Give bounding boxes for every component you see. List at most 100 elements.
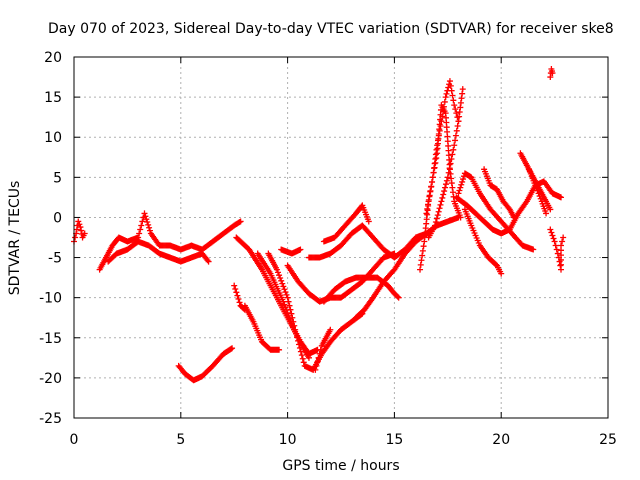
data-point bbox=[305, 354, 312, 361]
data-point bbox=[560, 234, 567, 241]
data-point bbox=[419, 252, 426, 259]
data-point bbox=[444, 174, 451, 181]
data-point bbox=[136, 230, 143, 237]
data-point bbox=[291, 322, 298, 329]
data-point bbox=[429, 174, 436, 181]
data-point bbox=[313, 362, 320, 369]
data-point bbox=[237, 218, 244, 225]
data-point bbox=[442, 184, 449, 191]
series-arc-7 bbox=[233, 234, 321, 357]
data-point bbox=[425, 196, 432, 203]
data-point bbox=[549, 232, 556, 239]
series-arc-3 bbox=[105, 238, 212, 265]
data-point bbox=[231, 282, 238, 289]
data-point bbox=[286, 302, 293, 309]
data-point bbox=[446, 165, 453, 172]
data-point bbox=[543, 210, 550, 217]
chart-title: Day 070 of 2023, Sidereal Day-to-day VTE… bbox=[48, 21, 614, 37]
y-tick-label: 0 bbox=[53, 210, 62, 226]
data-point bbox=[284, 309, 291, 316]
series-arc-6 bbox=[241, 302, 283, 353]
x-tick-label: 25 bbox=[599, 432, 617, 448]
data-point bbox=[450, 97, 457, 104]
data-point bbox=[448, 87, 455, 94]
data-point bbox=[236, 219, 243, 226]
data-point bbox=[558, 242, 565, 249]
y-tick-label: 10 bbox=[44, 130, 62, 146]
data-point bbox=[439, 194, 446, 201]
data-point bbox=[446, 78, 453, 85]
data-point bbox=[274, 269, 281, 276]
data-point bbox=[394, 293, 401, 300]
data-point bbox=[452, 132, 459, 139]
data-point bbox=[452, 106, 459, 113]
data-point bbox=[441, 98, 448, 105]
data-point bbox=[424, 205, 431, 212]
data-point bbox=[232, 285, 239, 292]
series-arc-9 bbox=[265, 250, 366, 373]
data-point bbox=[295, 337, 302, 344]
data-point bbox=[447, 160, 454, 167]
data-point bbox=[458, 181, 465, 188]
series-arc-10 bbox=[312, 326, 334, 373]
data-point bbox=[442, 181, 449, 188]
data-point bbox=[296, 345, 303, 352]
data-point bbox=[456, 187, 463, 194]
data-point bbox=[78, 227, 85, 234]
data-point bbox=[288, 310, 295, 317]
data-point bbox=[76, 221, 83, 228]
series-arc-18 bbox=[423, 102, 464, 221]
series-arc-11 bbox=[278, 246, 304, 257]
x-tick-label: 15 bbox=[385, 432, 403, 448]
data-point bbox=[549, 70, 556, 77]
data-point bbox=[434, 212, 441, 219]
series-arc-23 bbox=[481, 166, 518, 221]
data-point bbox=[440, 191, 447, 198]
data-point bbox=[229, 345, 236, 352]
data-point bbox=[281, 286, 288, 293]
data-point bbox=[204, 257, 211, 264]
data-point bbox=[437, 201, 444, 208]
data-point bbox=[428, 183, 435, 190]
data-point bbox=[137, 226, 144, 233]
data-point bbox=[295, 341, 302, 348]
series-arc-4 bbox=[175, 345, 236, 384]
data-point bbox=[432, 159, 439, 166]
data-point bbox=[315, 354, 322, 361]
data-point bbox=[445, 169, 452, 176]
data-point bbox=[146, 224, 153, 231]
data-point bbox=[553, 246, 560, 253]
data-point bbox=[537, 195, 544, 202]
data-point bbox=[297, 246, 304, 253]
data-point bbox=[453, 110, 460, 117]
data-point bbox=[285, 298, 292, 305]
data-point bbox=[293, 330, 300, 337]
data-point bbox=[551, 238, 558, 245]
data-point bbox=[81, 230, 88, 237]
data-marks bbox=[71, 66, 567, 384]
data-point bbox=[534, 187, 541, 194]
data-point bbox=[425, 201, 432, 208]
data-point bbox=[300, 359, 307, 366]
data-point bbox=[143, 216, 150, 223]
data-point bbox=[435, 208, 442, 215]
y-tick-label: 15 bbox=[44, 90, 62, 106]
data-point bbox=[498, 270, 505, 277]
data-point bbox=[554, 250, 561, 257]
data-point bbox=[365, 218, 372, 225]
data-point bbox=[236, 299, 243, 306]
data-point bbox=[443, 177, 450, 184]
series-arc-26 bbox=[547, 226, 567, 273]
data-point bbox=[511, 214, 518, 221]
data-point bbox=[426, 192, 433, 199]
data-point bbox=[316, 350, 323, 357]
data-point bbox=[455, 190, 462, 197]
data-point bbox=[447, 82, 454, 89]
data-point bbox=[417, 266, 424, 273]
data-point bbox=[273, 266, 280, 273]
series-arc-15 bbox=[320, 202, 372, 245]
data-point bbox=[292, 326, 299, 333]
data-point bbox=[548, 229, 555, 236]
x-tick-label: 0 bbox=[70, 432, 79, 448]
y-tick-label: -15 bbox=[39, 331, 62, 347]
